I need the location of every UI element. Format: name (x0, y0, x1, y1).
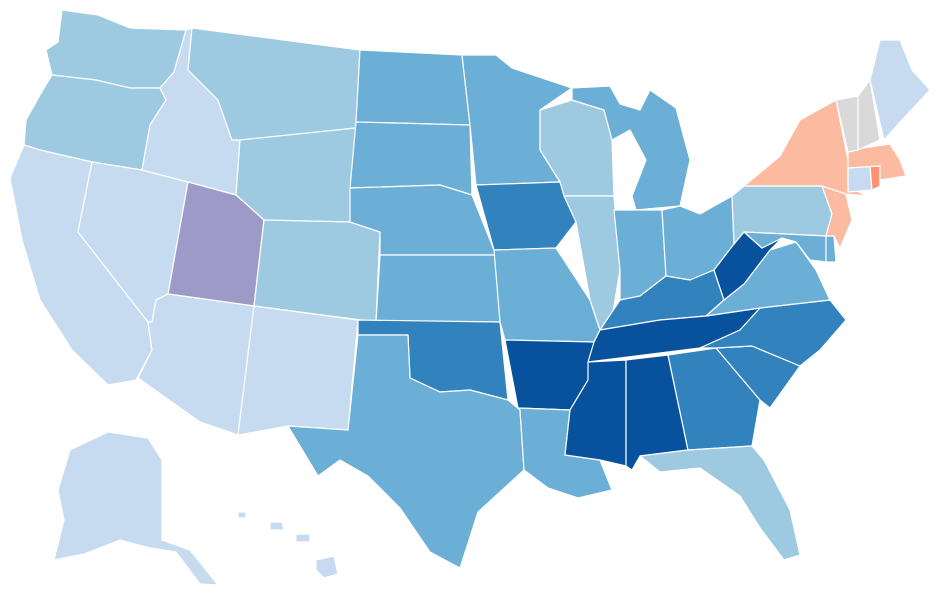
state-ak[interactable] (53, 431, 219, 586)
state-nm[interactable] (237, 305, 359, 436)
state-mi[interactable] (571, 85, 691, 211)
state-hi[interactable] (237, 511, 339, 579)
state-ct[interactable] (847, 165, 873, 193)
state-co[interactable] (253, 219, 381, 323)
state-ma[interactable] (847, 143, 907, 181)
state-wy[interactable] (235, 127, 357, 223)
state-ks[interactable] (375, 254, 501, 323)
state-nc[interactable] (699, 299, 847, 367)
state-fl[interactable] (639, 445, 801, 561)
state-az[interactable] (137, 293, 255, 436)
state-sd[interactable] (349, 121, 473, 196)
state-ia[interactable] (475, 181, 577, 251)
state-tx[interactable] (287, 334, 525, 569)
state-nj[interactable] (821, 185, 853, 249)
state-de[interactable] (825, 235, 837, 263)
state-me[interactable] (869, 39, 931, 141)
state-nh[interactable] (857, 79, 881, 151)
state-nd[interactable] (355, 49, 471, 126)
state-ri[interactable] (869, 165, 881, 191)
